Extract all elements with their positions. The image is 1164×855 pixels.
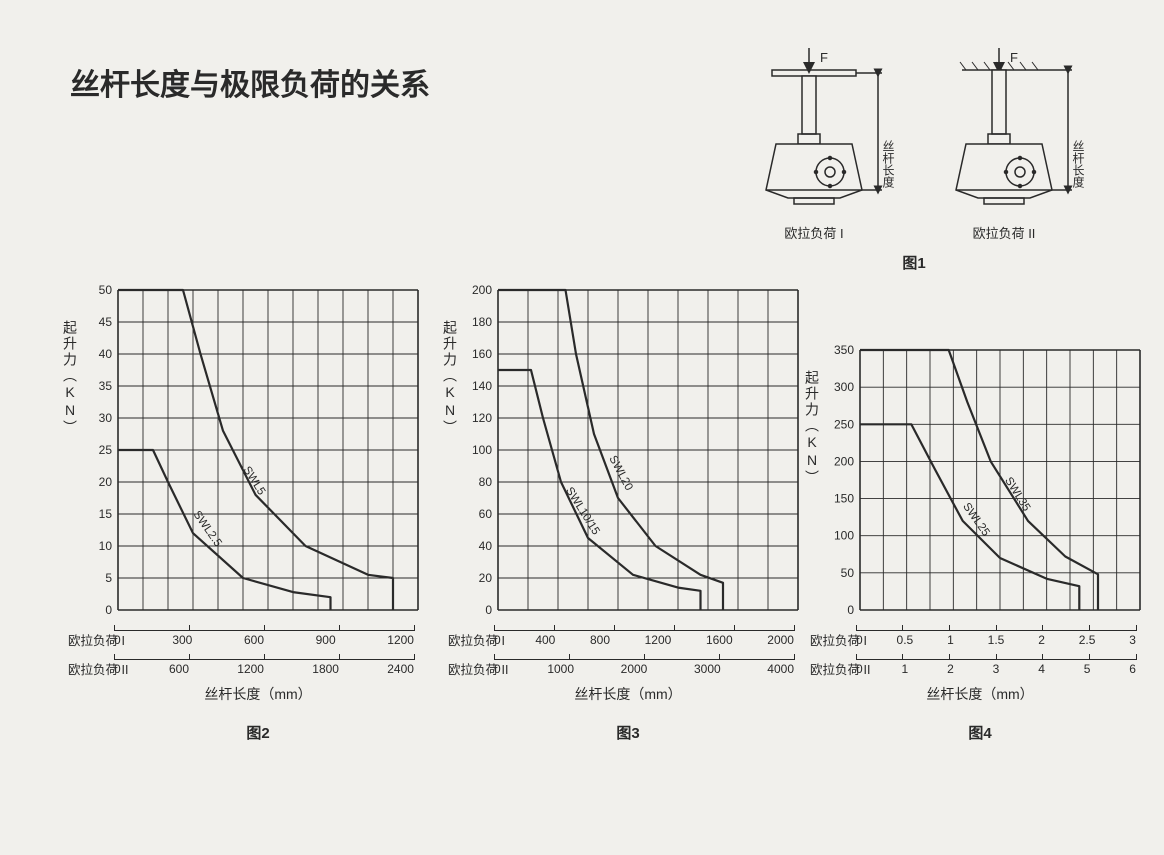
fig1-label: 图1 <box>714 252 1114 273</box>
chart-fig2: 起升力（KN） 05101520253035404550SWL2.5SWL5 欧… <box>68 280 448 743</box>
svg-text:100: 100 <box>834 529 854 543</box>
svg-text:20: 20 <box>99 475 113 489</box>
svg-text:35: 35 <box>99 379 113 393</box>
fig-label: 图3 <box>448 722 808 743</box>
x-axis-label: 丝杆长度（mm） <box>448 684 808 704</box>
svg-text:160: 160 <box>472 347 492 361</box>
x-axis-label: 丝杆长度（mm） <box>68 684 448 704</box>
x-axis-variant-label: 欧拉负荷 I <box>810 630 856 649</box>
euler-diagram: F 丝杆长度 F <box>714 40 1114 273</box>
x-axis-variant-label: 欧拉负荷 II <box>810 659 856 678</box>
svg-text:350: 350 <box>834 343 854 357</box>
svg-text:80: 80 <box>479 475 493 489</box>
svg-text:250: 250 <box>834 417 854 431</box>
force-label: F <box>1010 50 1018 65</box>
svg-text:150: 150 <box>834 492 854 506</box>
svg-text:5: 5 <box>105 571 112 585</box>
svg-text:180: 180 <box>472 315 492 329</box>
x-axis-variant-label: 欧拉负荷 II <box>448 659 494 678</box>
svg-text:140: 140 <box>472 379 492 393</box>
svg-text:200: 200 <box>834 454 854 468</box>
dim-label: 丝杆长度 <box>881 140 895 188</box>
series-label: SWL10/15 <box>563 485 602 537</box>
x-axis-row: 欧拉负荷 II0600120018002400 <box>68 659 448 678</box>
x-axis-variant-label: 欧拉负荷 I <box>448 630 494 649</box>
svg-text:0: 0 <box>105 603 112 617</box>
svg-text:200: 200 <box>472 283 492 297</box>
x-axis-row: 欧拉负荷 II0123456 <box>810 659 1150 678</box>
svg-text:0: 0 <box>847 603 854 617</box>
y-axis-label: 起升力（KN） <box>802 370 822 486</box>
series-label: SWL20 <box>606 454 634 493</box>
x-axis-row: 欧拉负荷 II01000200030004000 <box>448 659 808 678</box>
fig-label: 图2 <box>68 722 448 743</box>
x-axis-row: 欧拉负荷 I03006009001200 <box>68 630 448 649</box>
svg-text:10: 10 <box>99 539 113 553</box>
svg-text:15: 15 <box>99 507 113 521</box>
series-label: SWL35 <box>1002 475 1032 513</box>
y-axis-label: 起升力（KN） <box>440 320 460 436</box>
diagram-caption-right: 欧拉负荷 II <box>973 226 1036 241</box>
page-title: 丝杆长度与极限负荷的关系 <box>70 60 430 104</box>
svg-text:40: 40 <box>99 347 113 361</box>
svg-text:50: 50 <box>99 283 113 297</box>
svg-text:45: 45 <box>99 315 113 329</box>
x-axis-variant-label: 欧拉负荷 II <box>68 659 114 678</box>
y-axis-label: 起升力（KN） <box>60 320 80 436</box>
fig-label: 图4 <box>810 722 1150 743</box>
chart-fig3: 起升力（KN） 020406080100120140160180200SWL10… <box>448 280 808 743</box>
x-axis-label: 丝杆长度（mm） <box>810 684 1150 704</box>
svg-text:20: 20 <box>479 571 493 585</box>
series-label: SWL2.5 <box>191 509 224 549</box>
chart-fig4: 起升力（KN） 050100150200250300350SWL25SWL35 … <box>810 340 1150 743</box>
svg-text:60: 60 <box>479 507 493 521</box>
x-axis-row: 欧拉负荷 I0400800120016002000 <box>448 630 808 649</box>
svg-text:120: 120 <box>472 411 492 425</box>
diagram-caption-left: 欧拉负荷 I <box>784 226 843 241</box>
svg-text:40: 40 <box>479 539 493 553</box>
dim-label: 丝杆长度 <box>1071 140 1085 188</box>
force-label: F <box>820 50 828 65</box>
x-axis-row: 欧拉负荷 I00.511.522.53 <box>810 630 1150 649</box>
svg-text:100: 100 <box>472 443 492 457</box>
svg-text:30: 30 <box>99 411 113 425</box>
svg-text:300: 300 <box>834 380 854 394</box>
svg-text:0: 0 <box>485 603 492 617</box>
x-axis-variant-label: 欧拉负荷 I <box>68 630 114 649</box>
svg-text:50: 50 <box>841 566 855 580</box>
svg-text:25: 25 <box>99 443 113 457</box>
